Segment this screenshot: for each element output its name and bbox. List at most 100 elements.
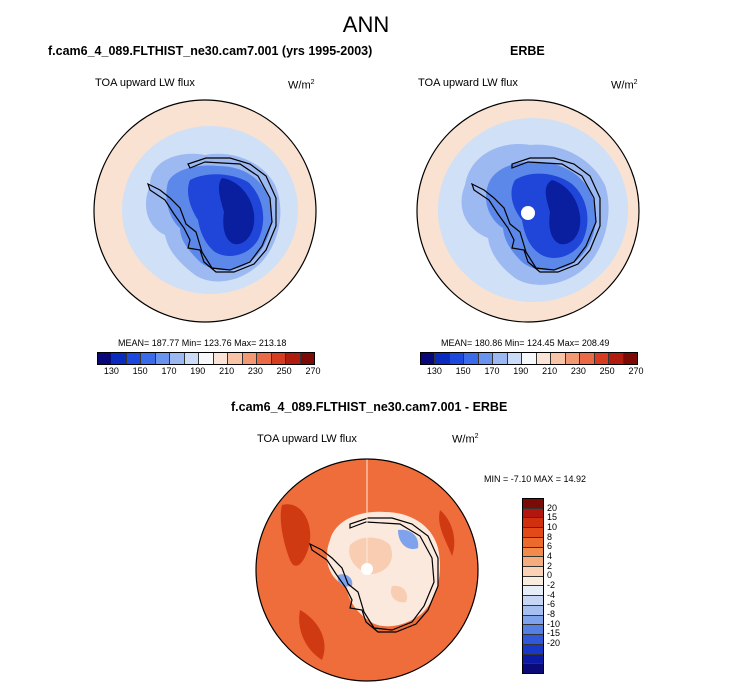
colorbar-tick-label: 230 <box>570 366 586 376</box>
colorbar-tick-label: 4 <box>547 551 553 561</box>
colorbar-tick-label: 2 <box>547 560 553 571</box>
colorbar-tick-label: -20 <box>547 638 561 648</box>
panel-1-variable: TOA upward LW flux <box>95 77 195 89</box>
panel-1-units: W/m2 <box>288 79 315 92</box>
colorbar-cell <box>523 518 543 529</box>
colorbar-tick-label: 0 <box>547 570 553 581</box>
panel-2-title: ERBE <box>510 44 545 58</box>
colorbar-cell <box>522 353 537 364</box>
map-2-ice-core <box>545 180 581 245</box>
colorbar-cell <box>523 644 543 655</box>
colorbar-cell <box>523 615 543 626</box>
colorbar-cell <box>271 353 287 364</box>
colorbar-cell <box>112 353 127 364</box>
colorbar-2-ticks: 130 150 170 190 210 230 250 270 <box>420 366 644 378</box>
colorbar-1-ticks: 130 150 170 190 210 230 250 270 <box>97 366 321 378</box>
diff-title: f.cam6_4_089.FLTHIST_ne30.cam7.001 - ERB… <box>231 400 508 414</box>
colorbar-cell <box>523 664 543 673</box>
colorbar-cell <box>449 353 465 364</box>
colorbar-cell <box>421 353 436 364</box>
colorbar-tick-label: 170 <box>484 366 500 376</box>
colorbar-tick-label: -10 <box>547 618 561 629</box>
colorbar-cell <box>523 576 543 587</box>
colorbar-tick-label: 130 <box>103 366 119 376</box>
colorbar-tick-label: 190 <box>513 366 529 376</box>
colorbar-tick-label: 190 <box>190 366 206 376</box>
colorbar-tick-label: 150 <box>132 366 148 376</box>
colorbar-tick-label: 250 <box>276 366 292 376</box>
colorbar-cell <box>141 353 156 364</box>
colorbar-cell <box>523 596 543 606</box>
map-2-pole-gap <box>521 206 535 220</box>
colorbar-cell <box>594 353 610 364</box>
colorbar-2 <box>420 352 638 365</box>
colorbar-cell <box>523 528 543 538</box>
colorbar-cell <box>184 353 200 364</box>
colorbar-cell <box>523 586 543 597</box>
colorbar-tick-label: 8 <box>547 531 553 542</box>
colorbar-tick-label: -4 <box>547 589 556 600</box>
colorbar-cell <box>523 605 543 616</box>
colorbar-cell <box>242 353 258 364</box>
colorbar-cell <box>228 353 243 364</box>
colorbar-cell <box>155 353 171 364</box>
diff-pole-gap <box>361 563 373 575</box>
panel-2-units: W/m2 <box>611 79 638 92</box>
colorbar-cell <box>493 353 508 364</box>
panel-2-variable: TOA upward LW flux <box>418 77 518 89</box>
colorbar-cell <box>98 353 113 364</box>
colorbar-cell <box>523 547 543 558</box>
map-1-ice-core <box>218 178 255 245</box>
colorbar-cell <box>213 353 229 364</box>
diff-units: W/m2 <box>452 433 479 446</box>
panel-2-stats: MEAN= 180.86 Min= 124.45 Max= 208.49 <box>441 338 610 348</box>
colorbar-tick-label: 10 <box>547 522 558 532</box>
colorbar-tick-label: 20 <box>547 502 558 513</box>
colorbar-cell <box>523 654 543 665</box>
colorbar-cell <box>257 353 272 364</box>
colorbar-cell <box>523 537 543 548</box>
colorbar-tick-label: -8 <box>547 609 556 619</box>
colorbar-cell <box>523 499 543 509</box>
colorbar-diff <box>522 498 544 674</box>
colorbar-tick-label: 130 <box>426 366 442 376</box>
colorbar-cell <box>609 353 624 364</box>
colorbar-cell <box>199 353 214 364</box>
colorbar-tick-label: -15 <box>547 628 561 639</box>
diff-coastline <box>308 517 439 633</box>
figure-title: ANN <box>342 12 390 37</box>
colorbar-tick-label: 210 <box>542 366 558 376</box>
colorbar-tick-label: -2 <box>547 580 556 590</box>
colorbar-cell <box>580 353 595 364</box>
diff-stats: MIN = -7.10 MAX = 14.92 <box>484 474 587 484</box>
colorbar-tick-label: 170 <box>161 366 177 376</box>
colorbar-1 <box>97 352 315 365</box>
colorbar-cell <box>300 353 315 364</box>
colorbar-cell <box>170 353 185 364</box>
colorbar-diff-ticks: 20 15 10 8 6 4 2 0 -2 -4 -6 -8 -10 -15 -20 <box>547 498 577 672</box>
colorbar-cell <box>435 353 450 364</box>
panel-1-stats: MEAN= 187.77 Min= 123.76 Max= 213.18 <box>118 338 287 348</box>
colorbar-tick-label: 250 <box>599 366 615 376</box>
colorbar-cell <box>507 353 523 364</box>
colorbar-cell <box>523 567 543 577</box>
colorbar-cell <box>523 635 543 645</box>
colorbar-cell <box>126 353 142 364</box>
colorbar-tick-label: 150 <box>455 366 471 376</box>
colorbar-cell <box>551 353 566 364</box>
colorbar-tick-label: 270 <box>628 366 644 376</box>
map-1-coastline <box>146 157 277 273</box>
panel-1-title: f.cam6_4_089.FLTHIST_ne30.cam7.001 (yrs … <box>48 44 373 58</box>
colorbar-tick-label: 210 <box>219 366 235 376</box>
colorbar-tick-label: 230 <box>247 366 263 376</box>
colorbar-tick-label: 270 <box>305 366 321 376</box>
colorbar-cell <box>623 353 638 364</box>
diff-variable: TOA upward LW flux <box>257 433 357 445</box>
colorbar-cell <box>286 353 301 364</box>
colorbar-tick-label: -6 <box>547 599 556 610</box>
colorbar-tick-label: 15 <box>547 512 558 523</box>
colorbar-cell <box>523 557 543 568</box>
